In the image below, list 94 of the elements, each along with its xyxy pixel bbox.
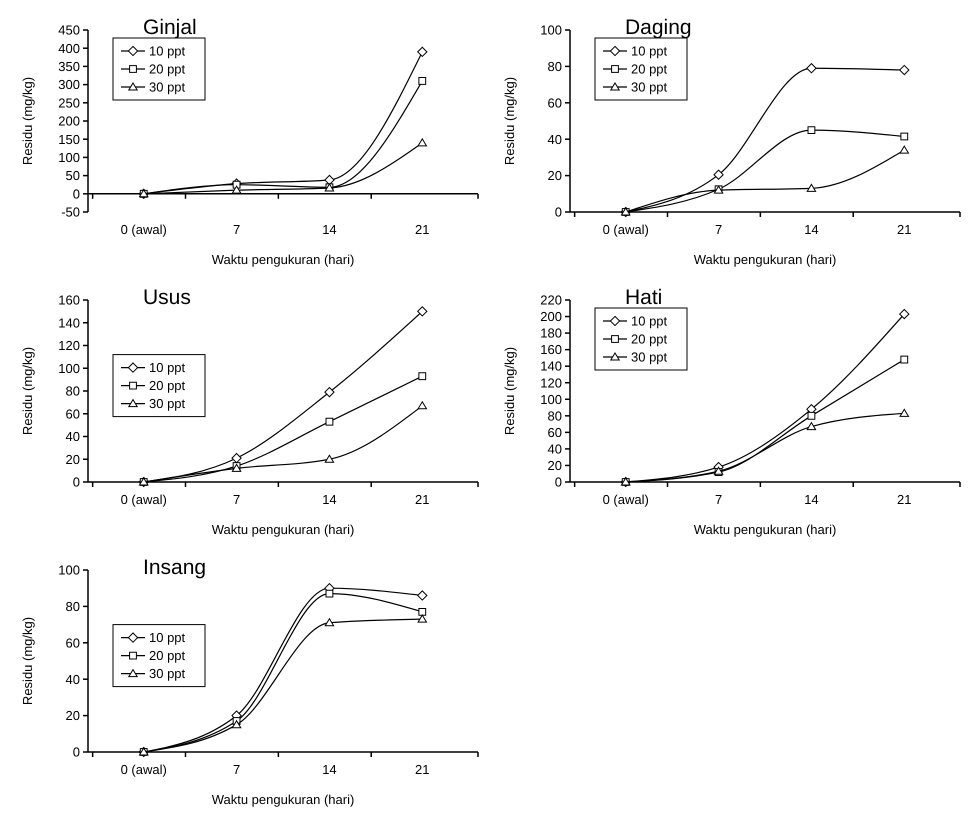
y-tick-label: 0 [72,474,80,490]
x-tick-label: 7 [714,492,722,507]
y-axis-title: Residu (mg/kg) [502,346,517,436]
x-tick-label: 21 [415,492,430,507]
y-tick-label: 200 [58,114,80,129]
y-axis-title: Residu (mg/kg) [20,346,35,436]
x-axis-title: Waktu pengukuran (hari) [212,792,354,807]
y-tick-label: 100 [540,392,562,407]
x-axis-title: Waktu pengukuran (hari) [694,252,836,267]
y-tick-label: 120 [540,375,562,390]
x-tick-label: 0 (awal) [602,492,649,507]
y-tick-label: 60 [548,424,562,440]
y-tick-label: 60 [548,95,562,110]
x-tick-label: 14 [804,492,819,507]
x-tick-label: 21 [897,492,912,507]
legend-label: 30 ppt [149,396,186,412]
y-tick-label: 80 [548,408,562,424]
chart-title: Ginjal [143,16,197,39]
y-tick-label: 0 [554,204,562,220]
y-tick-label: 60 [66,635,80,650]
x-tick-label: 7 [232,492,240,507]
y-tick-label: 350 [58,58,80,74]
legend-label: 20 ppt [631,332,668,347]
legend-label: 10 ppt [149,360,186,376]
y-tick-label: 20 [548,168,562,184]
x-tick-label: 0 (awal) [120,492,167,507]
x-tick-label: 21 [415,762,430,777]
y-tick-label: 450 [58,22,80,38]
legend-label: 10 ppt [149,630,186,646]
y-tick-label: 160 [540,342,562,358]
x-tick-label: 14 [322,762,337,777]
y-axis-title: Residu (mg/kg) [502,76,517,166]
legend-label: 10 ppt [631,44,668,59]
y-tick-label: 160 [58,292,80,308]
x-axis-title: Waktu pengukuran (hari) [212,522,354,537]
y-tick-label: 0 [72,744,80,760]
x-tick-label: 7 [232,222,240,237]
y-tick-label: 40 [66,429,80,444]
y-tick-label: 120 [58,338,80,354]
y-tick-label: 50 [66,168,80,184]
y-tick-label: 20 [548,458,562,474]
y-tick-label: 60 [66,406,80,422]
y-tick-label: 0 [554,474,562,490]
x-tick-label: 14 [322,222,337,237]
chart-title: Daging [625,16,692,39]
x-tick-label: 21 [897,222,912,237]
y-tick-label: 80 [548,58,562,74]
x-tick-label: 7 [714,222,722,237]
chart-title: Usus [143,286,191,309]
legend-label: 10 ppt [149,44,186,59]
x-tick-label: 0 (awal) [120,762,167,777]
legend-label: 30 ppt [149,666,186,682]
y-tick-label: 150 [58,132,80,147]
y-tick-label: 140 [540,358,562,374]
y-tick-label: 400 [58,40,80,56]
y-tick-label: 140 [58,315,80,330]
y-tick-label: 220 [540,292,562,308]
x-tick-label: 0 (awal) [602,222,649,237]
y-tick-label: 200 [540,309,562,324]
y-tick-label: 0 [72,186,80,202]
y-axis-title: Residu (mg/kg) [20,76,35,166]
y-tick-label: -50 [61,204,80,220]
x-tick-label: 21 [415,222,430,237]
y-tick-label: 40 [548,132,562,147]
x-tick-label: 14 [322,492,337,507]
y-tick-label: 80 [66,384,80,399]
x-tick-label: 7 [232,762,240,777]
chart-title: Hati [625,286,662,309]
y-axis-title: Residu (mg/kg) [20,616,35,706]
chart-title: Insang [143,556,206,579]
legend-label: 10 ppt [631,314,668,329]
y-tick-label: 20 [66,452,80,467]
x-axis-title: Waktu pengukuran (hari) [212,252,354,267]
y-tick-label: 250 [58,95,80,110]
y-tick-label: 20 [66,708,80,724]
legend-label: 20 ppt [631,62,668,77]
y-tick-label: 100 [540,22,562,38]
x-tick-label: 0 (awal) [120,222,167,237]
y-tick-label: 80 [66,598,80,614]
x-tick-label: 14 [804,222,819,237]
legend-label: 20 ppt [149,648,186,664]
y-tick-label: 300 [58,77,80,92]
legend-label: 20 ppt [149,378,186,394]
x-axis-title: Waktu pengukuran (hari) [694,522,836,537]
y-tick-label: 40 [548,441,562,456]
y-tick-label: 100 [58,360,80,376]
y-tick-label: 40 [66,672,80,687]
y-tick-label: 180 [540,326,562,341]
legend-label: 30 ppt [631,80,668,95]
y-tick-label: 100 [58,150,80,165]
legend-label: 20 ppt [149,62,186,77]
y-tick-label: 100 [58,562,80,578]
legend-label: 30 ppt [631,350,668,365]
legend-label: 30 ppt [149,80,186,95]
